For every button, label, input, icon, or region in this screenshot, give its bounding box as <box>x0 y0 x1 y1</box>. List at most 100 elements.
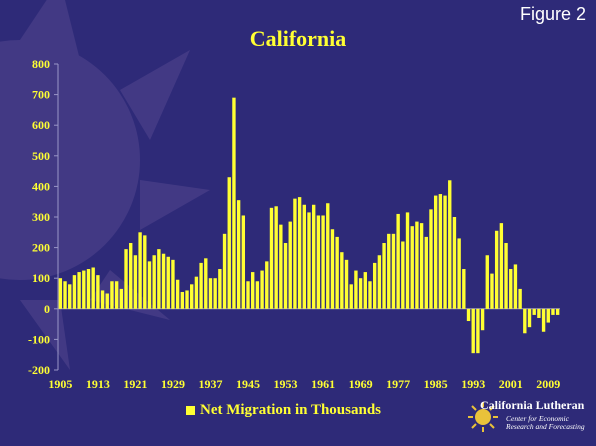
bar-1951 <box>274 206 278 309</box>
bar-1933 <box>190 284 194 309</box>
bar-1952 <box>279 224 283 309</box>
bar-1927 <box>161 253 166 309</box>
bar-1923 <box>143 235 147 309</box>
bar-1915 <box>105 293 109 309</box>
bar-1912 <box>91 267 95 309</box>
bar-1954 <box>288 221 292 309</box>
bar-1961 <box>321 215 325 309</box>
bar-2001 <box>509 269 513 309</box>
y-tick-label: 500 <box>32 149 50 163</box>
bar-1924 <box>147 261 152 309</box>
bar-1941 <box>227 177 231 309</box>
bar-1990 <box>457 238 461 309</box>
x-tick-label: 1937 <box>198 377 222 391</box>
x-tick-label: 1929 <box>161 377 185 391</box>
bar-1977 <box>396 213 400 309</box>
bar-1943 <box>236 200 241 309</box>
x-tick-label: 1913 <box>86 377 110 391</box>
bar-1911 <box>86 269 91 309</box>
bar-1975 <box>387 233 391 309</box>
logo-line-1: Center for Economic <box>506 414 569 423</box>
x-tick-label: 1977 <box>386 377 410 391</box>
bar-2007 <box>537 308 541 318</box>
bar-1967 <box>349 284 353 309</box>
bar-2005 <box>527 308 532 328</box>
bar-1999 <box>499 223 504 309</box>
x-tick-label: 1969 <box>349 377 373 391</box>
bar-1987 <box>443 195 447 309</box>
bar-1929 <box>171 259 175 309</box>
bar-1913 <box>96 275 100 309</box>
y-tick-label: -100 <box>28 332 50 346</box>
x-tick-label: 1905 <box>48 377 72 391</box>
bar-2010 <box>551 308 555 315</box>
bar-1962 <box>326 203 330 309</box>
logo: California Lutheran Center for Economic … <box>466 392 592 444</box>
bar-1968 <box>354 270 358 309</box>
bar-1906 <box>63 281 67 309</box>
bar-1992 <box>466 308 471 322</box>
x-axis: 1905 1913 1921 1929 1937 1945 1953 1961 1969 1977… <box>48 308 560 391</box>
bar-1932 <box>185 290 189 309</box>
bar-2006 <box>532 308 536 315</box>
bar-2000 <box>504 243 508 309</box>
bar-1964 <box>335 236 339 309</box>
bar-1934 <box>194 276 199 309</box>
bar-1940 <box>222 233 227 309</box>
y-tick-label: 300 <box>32 210 50 224</box>
bar-1914 <box>100 290 105 309</box>
bar-2003 <box>518 288 522 309</box>
bar-1956 <box>297 197 302 309</box>
bar-1986 <box>438 194 443 309</box>
bar-1948 <box>260 270 264 309</box>
bar-1984 <box>429 209 433 309</box>
bar-1963 <box>330 229 335 309</box>
bar-1970 <box>363 272 367 309</box>
bar-1921 <box>133 255 138 309</box>
bar-1942 <box>232 97 236 309</box>
bar-1938 <box>213 278 217 309</box>
x-tick-label: 1985 <box>424 377 448 391</box>
bar-1950 <box>269 207 274 309</box>
bar-1920 <box>129 243 133 309</box>
bar-1973 <box>377 255 382 309</box>
bar-2004 <box>523 308 527 334</box>
bar-1995 <box>480 308 485 331</box>
bar-1918 <box>119 288 124 309</box>
bar-1985 <box>433 195 438 309</box>
x-tick-label: 2009 <box>536 377 560 391</box>
bar-1909 <box>77 272 81 309</box>
figure-label: Figure 2 <box>519 4 586 24</box>
y-tick-label: 600 <box>32 118 50 132</box>
bar-1947 <box>255 281 260 309</box>
bar-1919 <box>124 249 128 309</box>
bar-1994 <box>476 308 480 354</box>
logo-sun-icon <box>468 402 498 432</box>
y-tick-label: 0 <box>44 302 50 316</box>
bar-1976 <box>391 233 396 309</box>
bar-1969 <box>358 278 363 309</box>
bar-2002 <box>513 264 518 309</box>
y-axis: -200 -100 0 100 200 300 400 500 600 700 800 <box>28 57 59 377</box>
x-tick-label: 1993 <box>461 377 485 391</box>
bar-2011 <box>555 308 560 315</box>
bar-1980 <box>410 226 414 309</box>
bar-1997 <box>490 273 494 309</box>
bar-1971 <box>368 281 372 309</box>
bar-1946 <box>251 272 255 309</box>
bar-1998 <box>494 230 499 309</box>
bar-1931 <box>180 291 185 309</box>
bar-1993 <box>471 308 475 354</box>
bar-1979 <box>405 212 410 309</box>
bar-1917 <box>114 281 119 309</box>
bar-1988 <box>448 180 452 309</box>
y-tick-label: 700 <box>32 88 50 102</box>
bar-1935 <box>199 262 203 309</box>
bar-1957 <box>302 204 306 309</box>
bar-1905 <box>58 278 63 309</box>
bar-1953 <box>283 243 288 309</box>
bar-1983 <box>424 236 428 309</box>
bar-1928 <box>166 256 170 309</box>
bar-1945 <box>246 281 250 309</box>
